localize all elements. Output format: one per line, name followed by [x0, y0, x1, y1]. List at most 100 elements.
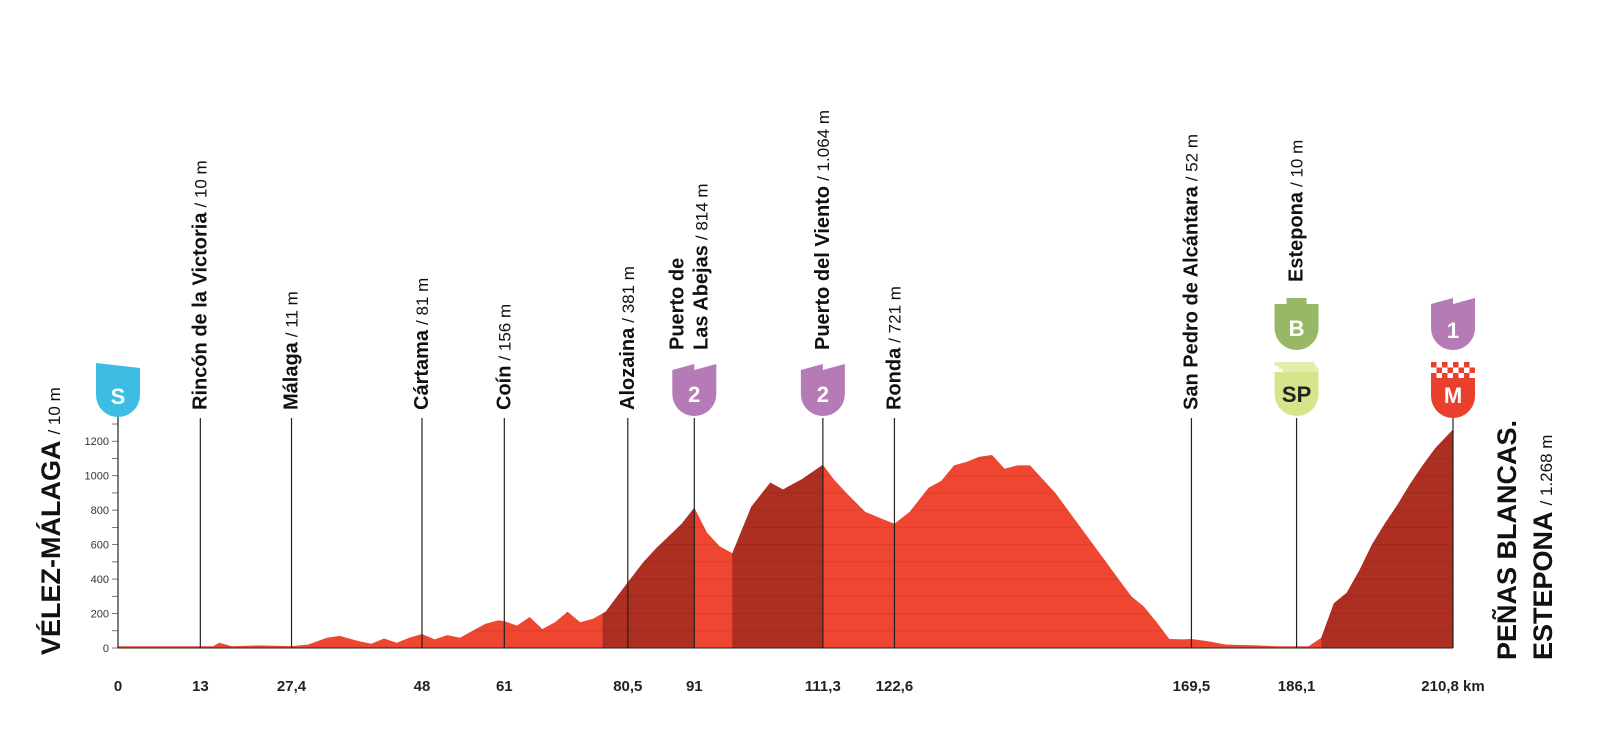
svg-text:VÉLEZ-MÁLAGA/ 10 m: VÉLEZ-MÁLAGA / 10 m — [35, 387, 66, 655]
checker-square — [1469, 362, 1475, 368]
finish-altitude: / 1.268 m — [1537, 435, 1556, 506]
waypoint-label: Coín / 156 m — [493, 304, 515, 410]
checkered-flag-icon — [1431, 362, 1475, 379]
checker-square — [1431, 362, 1437, 368]
waypoint-label-line2: Las Abejas / 814 m — [690, 183, 712, 350]
waypoint-label: Puerto de — [666, 258, 688, 350]
finish-km-label: 210,8 km — [1421, 678, 1484, 695]
waypoint-text: Alozaina / 381 m — [617, 266, 639, 410]
finish-badge-top-label: 1 — [1447, 318, 1459, 343]
waypoint-name: Rincón de la Victoria — [189, 212, 211, 410]
waypoint-altitude: / 52 m — [1182, 134, 1201, 181]
y-tick-label: 800 — [91, 505, 109, 517]
km-label: 169,5 — [1173, 678, 1211, 695]
y-tick-label: 0 — [103, 643, 109, 655]
waypoint-name: Cártama — [411, 329, 433, 410]
waypoint-name: Puerto del Viento — [812, 186, 834, 350]
waypoint-altitude: / 81 m — [413, 278, 432, 325]
climb-cat2-badge-label: 2 — [817, 382, 829, 407]
waypoint-name: Puerto de — [666, 258, 688, 350]
checker-square — [1469, 373, 1475, 379]
waypoint-name-line2: Las Abejas / 814 m — [690, 183, 712, 350]
bonus-badge-icon — [1274, 298, 1319, 350]
waypoint-altitude: / 156 m — [495, 304, 514, 361]
finish-badge-icon — [1431, 378, 1475, 418]
waypoint-2: 27,4 Málaga / 11 m — [277, 291, 307, 695]
sprint-badge-stack — [1274, 362, 1315, 366]
km-label: 48 — [414, 678, 431, 695]
waypoint-name: Estepona — [1286, 191, 1308, 282]
waypoint-altitude: / 11 m — [283, 291, 302, 337]
checker-square — [1469, 367, 1475, 373]
km-label: 61 — [496, 678, 513, 695]
waypoint-name: Alozaina — [617, 327, 639, 410]
checker-square — [1464, 367, 1470, 373]
sprint-badge-label: SP — [1282, 382, 1311, 407]
bonus-badge-label: B — [1289, 316, 1305, 341]
waypoints: 13 Rincón de la Victoria / 10 m 27,4 Málaga /… — [189, 110, 1319, 695]
checker-square — [1442, 373, 1448, 379]
checker-square — [1442, 362, 1448, 368]
waypoint-name: Ronda — [883, 347, 905, 410]
waypoint-text: Cártama / 81 m — [411, 278, 433, 410]
waypoint-label: Estepona / 10 m — [1286, 140, 1308, 282]
waypoint-10: 186,1 B SP Estepona / 10 m — [1274, 140, 1319, 695]
waypoint-altitude: / 10 m — [1288, 140, 1307, 187]
waypoint-name2: Las Abejas — [690, 245, 712, 350]
start-name: VÉLEZ-MÁLAGA — [35, 441, 66, 655]
start-location: VÉLEZ-MÁLAGA / 10 m — [35, 387, 66, 655]
waypoint-label: San Pedro de Alcántara / 52 m — [1180, 134, 1202, 410]
waypoint-name: Málaga — [281, 341, 303, 410]
waypoint-5: 80,5 Alozaina / 381 m — [613, 266, 642, 695]
waypoint-altitude: / 381 m — [619, 266, 638, 323]
km-label: 122,6 — [876, 678, 914, 695]
km-label: 111,3 — [805, 678, 841, 695]
finish-name-line2: ESTEPONA — [1528, 511, 1558, 660]
checker-square — [1442, 367, 1448, 373]
checker-square — [1458, 367, 1464, 373]
y-tick-label: 1200 — [85, 436, 109, 448]
climb-cat2-badge-icon — [672, 364, 717, 417]
waypoint-name: San Pedro de Alcántara — [1180, 185, 1202, 410]
y-tick-label: 400 — [91, 574, 109, 586]
sprint-badge-stack — [1282, 368, 1319, 372]
waypoint-altitude: / 814 m — [692, 183, 711, 240]
km-label: 80,5 — [613, 678, 642, 695]
waypoint-altitude: / 721 m — [885, 286, 904, 343]
waypoint-7: 111,3 2 Puerto del Viento / 1.064 m — [800, 110, 845, 695]
climb-cat2-badge-label: 2 — [688, 382, 700, 407]
svg-text:ESTEPONA/ 1.268 m: ESTEPONA / 1.268 m — [1528, 435, 1558, 660]
waypoint-9: 169,5 San Pedro de Alcántara / 52 m — [1173, 134, 1211, 695]
finish-badge-bottom-label: M — [1444, 383, 1462, 408]
sprint-badge-stack — [1278, 365, 1317, 369]
waypoint-text: Málaga / 11 m — [281, 291, 303, 410]
checker-square — [1447, 373, 1453, 379]
checker-square — [1458, 362, 1464, 368]
waypoint-4: 61 Coín / 156 m — [493, 304, 515, 695]
checker-square — [1436, 373, 1442, 379]
waypoint-altitude: / 10 m — [191, 160, 210, 207]
checker-square — [1436, 362, 1442, 368]
checker-square — [1453, 373, 1459, 379]
altitude-axis: 0 200 400 600 800 1000 1200 — [85, 423, 119, 655]
start-badge-icon — [96, 363, 140, 417]
climb-segment-1 — [602, 507, 695, 648]
checker-square — [1464, 362, 1470, 368]
y-tick-label: 200 — [91, 609, 109, 621]
km-label: 13 — [192, 678, 209, 695]
waypoint-label: Puerto del Viento / 1.064 m — [812, 110, 834, 350]
waypoint-text: Estepona / 10 m — [1286, 140, 1308, 282]
sprint-badge-icon — [1274, 372, 1319, 417]
waypoint-3: 48 Cártama / 81 m — [411, 278, 433, 695]
checker-square — [1431, 367, 1437, 373]
climb-segment-2 — [732, 464, 823, 648]
waypoint-label: Málaga / 11 m — [281, 291, 303, 410]
waypoint-1: 13 Rincón de la Victoria / 10 m — [189, 160, 211, 695]
start-marker: S 0 — [96, 363, 140, 695]
start-badge-label: S — [111, 384, 126, 409]
finish-marker: 1 M 210,8 km — [1421, 298, 1485, 695]
waypoint-label: Cártama / 81 m — [411, 278, 433, 410]
profile-area-group — [118, 429, 1453, 648]
start-km-label: 0 — [114, 678, 122, 695]
